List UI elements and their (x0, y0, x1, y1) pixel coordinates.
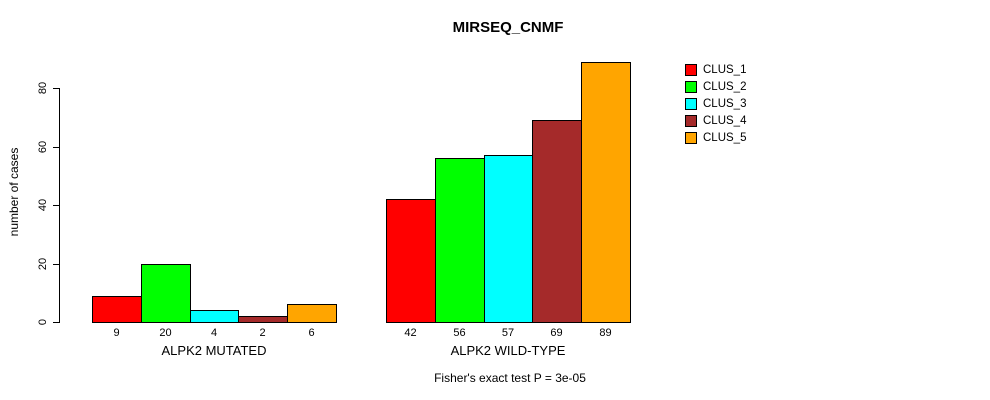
y-axis-tick (53, 264, 59, 265)
bar-value-label: 57 (501, 327, 515, 339)
bar-value-label: 42 (404, 327, 417, 339)
bar-clus_5-group2 (581, 62, 631, 323)
legend-swatch-icon (685, 131, 697, 144)
y-axis-tick (53, 205, 59, 206)
y-axis-tick-label: 40 (37, 198, 49, 212)
bar-clus_2-group1 (141, 264, 191, 323)
legend-label: CLUS_4 (703, 114, 747, 127)
y-axis-tick-label: 80 (37, 81, 49, 95)
legend-swatch-icon (685, 114, 697, 127)
y-axis-tick (53, 88, 59, 89)
y-axis-tick (53, 322, 59, 323)
legend-item-clus_5: CLUS_5 (685, 131, 747, 144)
bar-clus_5-group1 (287, 304, 337, 323)
bar-clus_1-group2 (386, 199, 436, 323)
bar-clus_3-group1 (190, 310, 239, 323)
y-axis-line (59, 88, 60, 323)
bar-value-label: 89 (599, 327, 612, 339)
bar-value-label: 9 (113, 327, 120, 339)
legend-label: CLUS_3 (703, 97, 747, 110)
y-axis-tick-label: 0 (37, 318, 49, 326)
legend-item-clus_4: CLUS_4 (685, 114, 747, 127)
legend-item-clus_3: CLUS_3 (685, 97, 747, 110)
legend-item-clus_2: CLUS_2 (685, 80, 747, 93)
bar-clus_2-group2 (435, 158, 485, 323)
bar-clus_4-group1 (238, 316, 288, 323)
legend-label: CLUS_2 (703, 80, 747, 93)
y-axis-tick (53, 147, 59, 148)
annotation-fisher-test: Fisher's exact test P = 3e-05 (434, 371, 586, 385)
bar-value-label: 2 (259, 327, 266, 339)
group-label: ALPK2 MUTATED (161, 343, 267, 358)
bar-value-label: 56 (453, 327, 466, 339)
y-axis-tick-label: 60 (37, 140, 49, 154)
chart-title: MIRSEQ_CNMF (452, 19, 564, 36)
bar-clus_1-group1 (92, 296, 142, 323)
y-axis-tick-label: 20 (37, 257, 49, 271)
legend-swatch-icon (685, 97, 697, 110)
legend-label: CLUS_5 (703, 131, 747, 144)
legend-item-clus_1: CLUS_1 (685, 64, 746, 76)
y-axis-label: number of cases (7, 147, 21, 237)
bar-clus_4-group2 (532, 120, 582, 323)
legend-label: CLUS_1 (703, 64, 747, 76)
bar-value-label: 69 (550, 327, 563, 339)
bar-clus_3-group2 (484, 155, 533, 323)
bar-value-label: 20 (159, 327, 172, 339)
legend-swatch-icon (685, 64, 697, 76)
bar-value-label: 4 (210, 327, 218, 339)
bar-value-label: 6 (308, 327, 315, 339)
legend-swatch-icon (685, 80, 697, 93)
group-label: ALPK2 WILD-TYPE (450, 343, 566, 358)
